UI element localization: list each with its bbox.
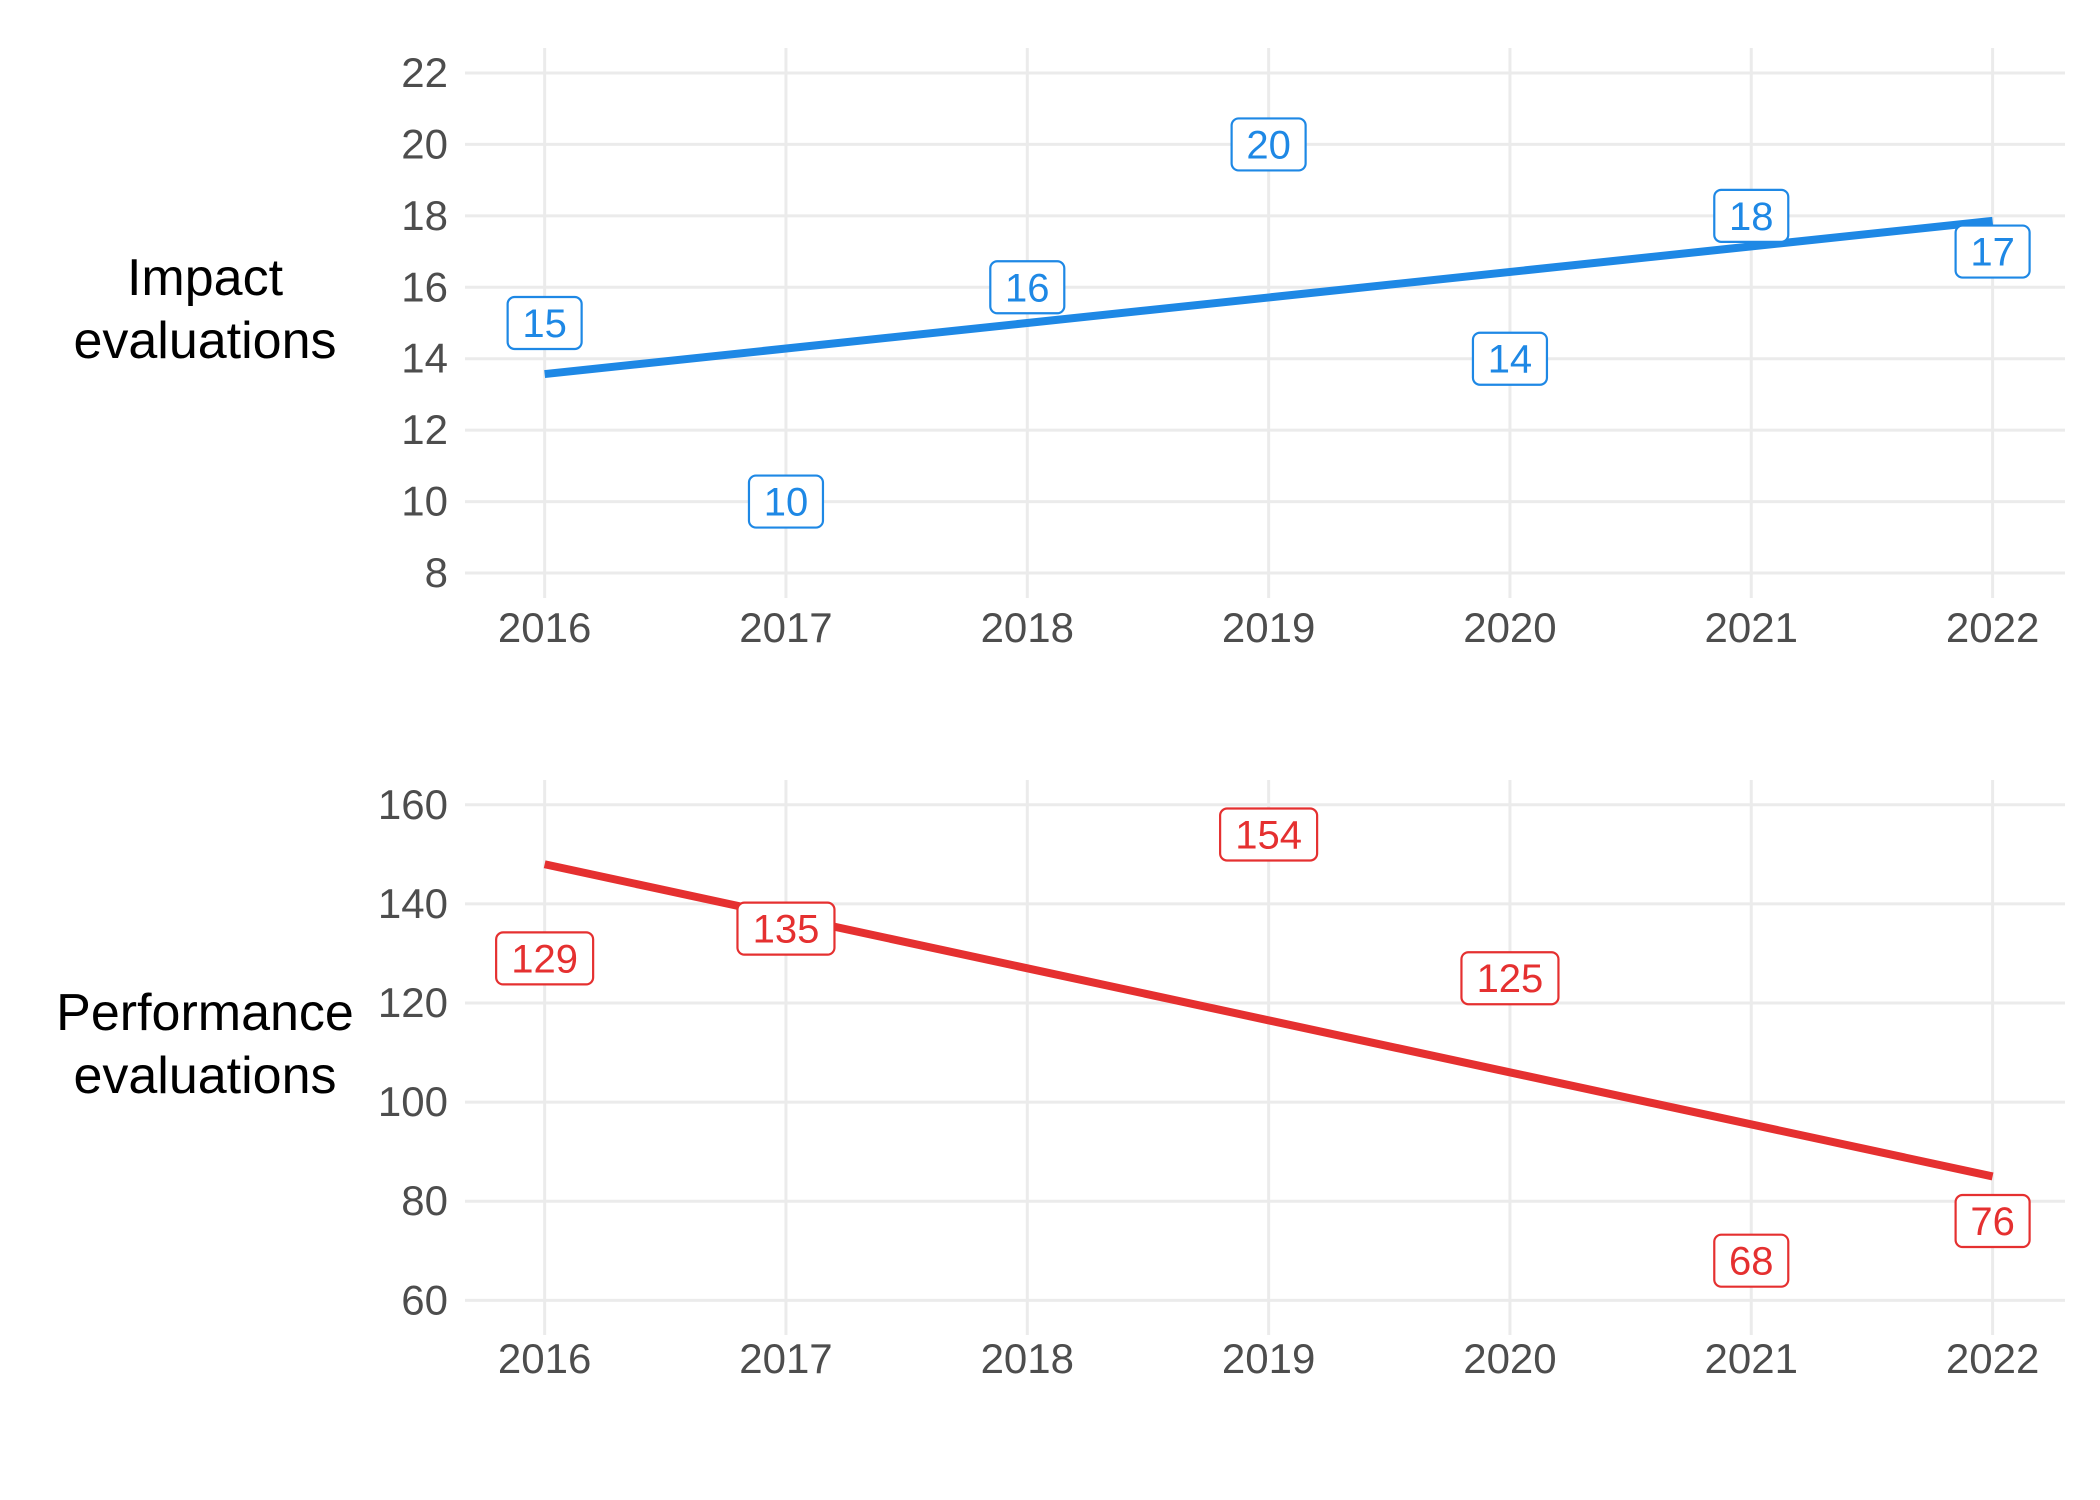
y-tick-label: 20 bbox=[401, 120, 448, 167]
x-tick-label: 2020 bbox=[1463, 1335, 1556, 1382]
data-point-box bbox=[1230, 117, 1307, 172]
data-point-box bbox=[736, 901, 836, 956]
data-point-box bbox=[1954, 224, 2031, 279]
data-point-value: 68 bbox=[1729, 1240, 1774, 1284]
data-point-value: 20 bbox=[1246, 123, 1291, 167]
row-label: evaluations bbox=[73, 312, 336, 370]
y-tick-label: 160 bbox=[378, 781, 448, 828]
x-tick-label: 2018 bbox=[981, 1335, 1074, 1382]
x-tick-label: 2022 bbox=[1946, 604, 2039, 651]
x-tick-label: 2017 bbox=[739, 1335, 832, 1382]
y-tick-label: 100 bbox=[378, 1078, 448, 1125]
x-tick-label: 2021 bbox=[1705, 1335, 1798, 1382]
data-point-value: 17 bbox=[1970, 231, 2015, 275]
x-tick-label: 2018 bbox=[981, 604, 1074, 651]
data-point-value: 18 bbox=[1729, 195, 1774, 239]
data-point-label: 15 bbox=[506, 295, 583, 351]
y-tick-label: 10 bbox=[401, 478, 448, 525]
data-point-box bbox=[1713, 1233, 1790, 1288]
y-tick-label: 120 bbox=[378, 979, 448, 1026]
data-point-value: 135 bbox=[753, 908, 820, 952]
data-point-box bbox=[989, 260, 1066, 315]
performance-evaluations-panel: 60 80 100 120 140 160 2016 2017 2018 2019 2020 2021… bbox=[56, 780, 2065, 1382]
data-point-box bbox=[495, 931, 595, 986]
data-point-label: 135 bbox=[736, 901, 836, 956]
data-point-label: 20 bbox=[1230, 117, 1307, 172]
data-point-label: 16 bbox=[989, 260, 1066, 315]
y-tick-label: 22 bbox=[401, 49, 448, 96]
data-point-value: 14 bbox=[1488, 338, 1533, 382]
data-point-label: 76 bbox=[1954, 1193, 2031, 1249]
data-point-value: 125 bbox=[1477, 957, 1544, 1001]
data-point-box bbox=[1460, 951, 1560, 1006]
y-tick-label: 16 bbox=[401, 263, 448, 310]
data-point-value: 154 bbox=[1235, 814, 1302, 858]
x-tick-label: 2017 bbox=[739, 604, 832, 651]
data-point-label: 125 bbox=[1460, 951, 1560, 1006]
row-label: Performance bbox=[56, 984, 354, 1042]
data-point-label: 10 bbox=[747, 474, 825, 529]
data-point-box bbox=[1713, 188, 1790, 243]
data-point-label: 18 bbox=[1713, 188, 1790, 243]
y-tick-label: 14 bbox=[401, 335, 448, 382]
data-point-box bbox=[506, 295, 583, 351]
row-label: Impact bbox=[127, 249, 284, 307]
x-tick-label: 2019 bbox=[1222, 604, 1315, 651]
x-tick-label: 2021 bbox=[1705, 604, 1798, 651]
x-tick-label: 2020 bbox=[1463, 604, 1556, 651]
x-tick-label: 2016 bbox=[498, 1335, 591, 1382]
data-point-label: 14 bbox=[1471, 331, 1549, 386]
data-point-label: 17 bbox=[1954, 224, 2031, 279]
data-point-label: 68 bbox=[1713, 1233, 1790, 1288]
data-point-box bbox=[1954, 1193, 2031, 1249]
y-tick-label: 60 bbox=[401, 1276, 448, 1323]
y-tick-label: 80 bbox=[401, 1177, 448, 1224]
trend-line bbox=[544, 216, 1994, 379]
x-tick-label: 2022 bbox=[1946, 1335, 2039, 1382]
data-point-box bbox=[1219, 807, 1319, 862]
y-tick-label: 140 bbox=[378, 880, 448, 927]
data-point-box bbox=[1471, 331, 1549, 386]
data-point-value: 10 bbox=[764, 481, 809, 525]
data-point-value: 76 bbox=[1970, 1200, 2015, 1244]
data-point-box bbox=[747, 474, 825, 529]
data-point-value: 15 bbox=[522, 302, 567, 346]
y-tick-label: 18 bbox=[401, 192, 448, 239]
data-point-label: 129 bbox=[495, 931, 595, 986]
y-tick-label: 8 bbox=[425, 549, 448, 596]
y-tick-label: 12 bbox=[401, 406, 448, 453]
row-label: evaluations bbox=[73, 1047, 336, 1105]
data-point-value: 16 bbox=[1005, 266, 1050, 310]
x-tick-label: 2016 bbox=[498, 604, 591, 651]
x-tick-label: 2019 bbox=[1222, 1335, 1315, 1382]
data-point-label: 154 bbox=[1219, 807, 1319, 862]
data-point-value: 129 bbox=[511, 937, 578, 981]
